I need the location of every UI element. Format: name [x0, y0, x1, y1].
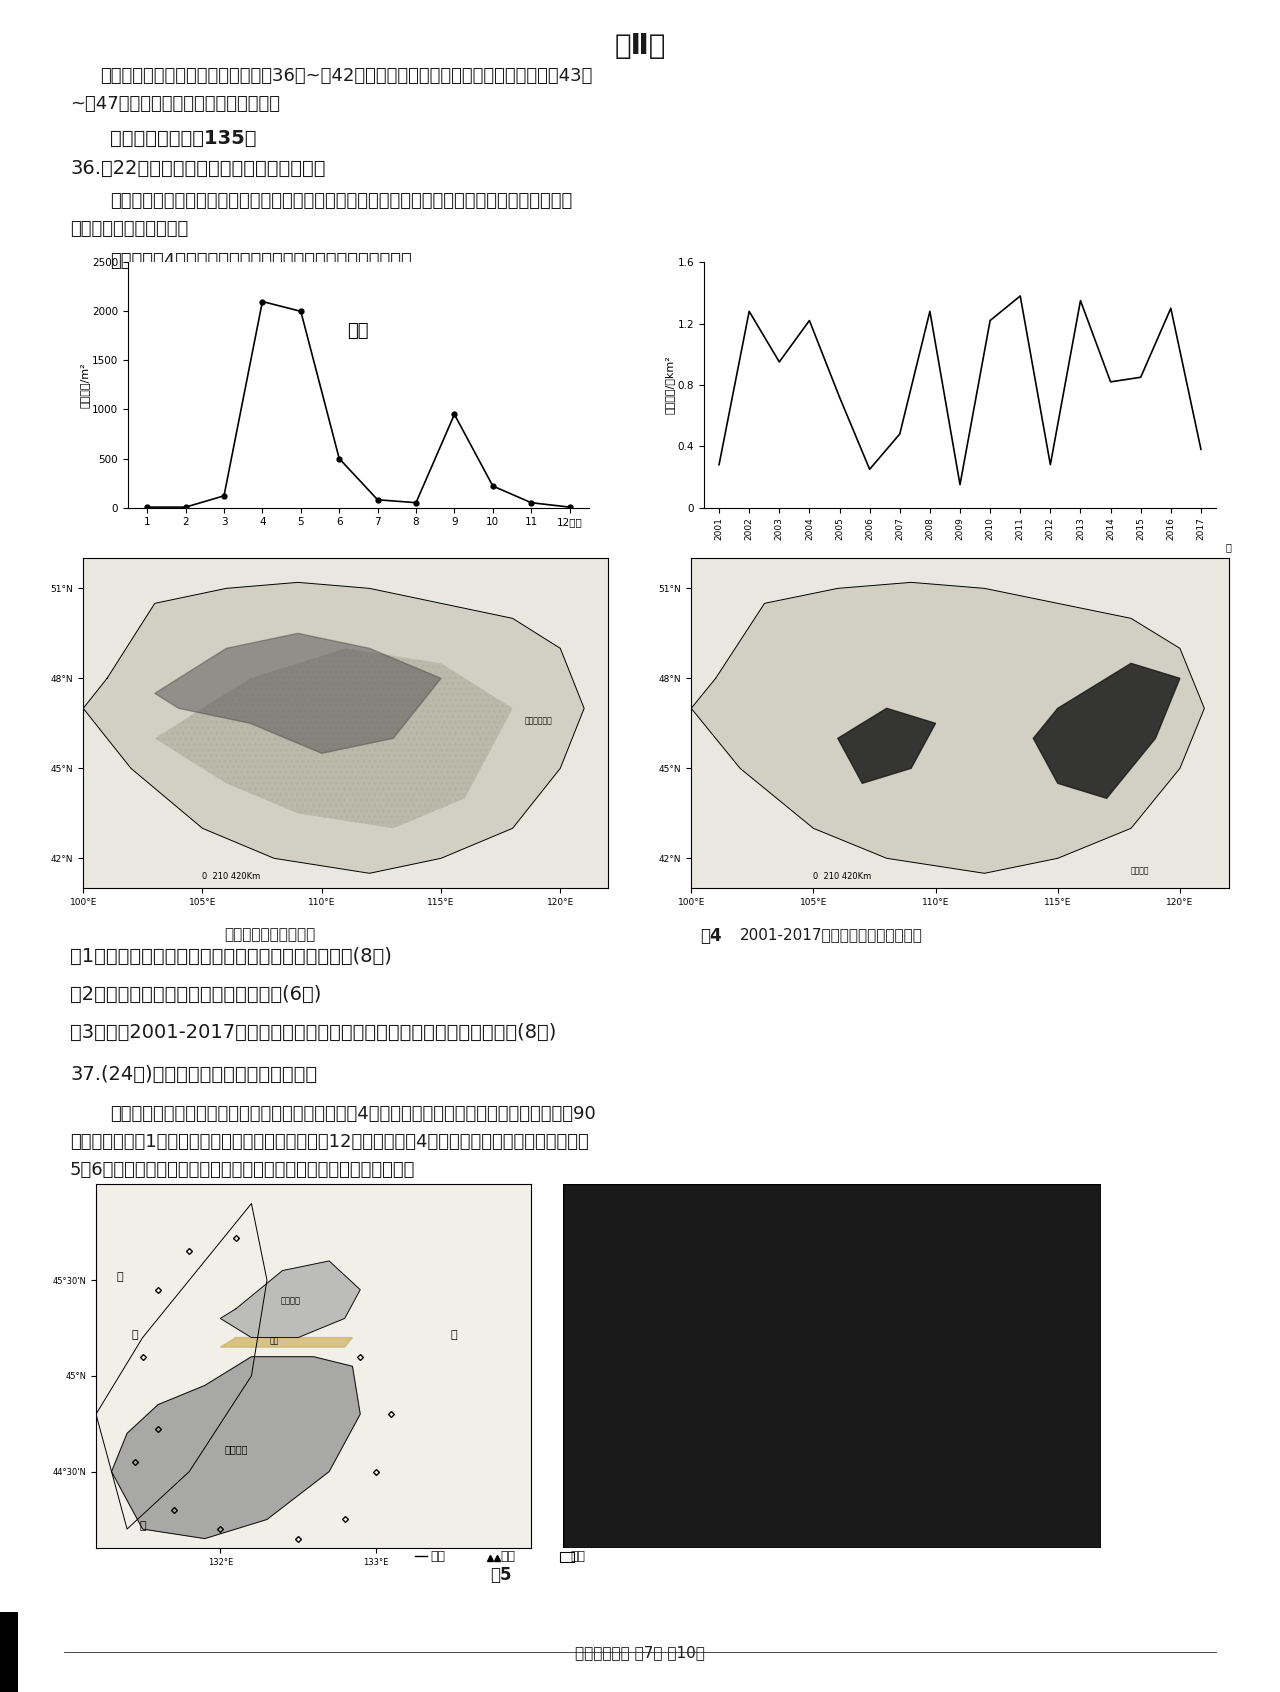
Polygon shape	[155, 648, 512, 829]
Text: 高二一诊文综 第7页 全10页: 高二一诊文综 第7页 全10页	[575, 1645, 705, 1660]
Text: 山地: 山地	[500, 1550, 515, 1563]
Text: 野火次数: 野火次数	[1132, 866, 1149, 875]
Y-axis label: 过火面积/万km²: 过火面积/万km²	[664, 355, 675, 415]
Text: 5、6月份，大兴凯湖波浪滔天，含沙量最高，而小兴凯湖则温柔憂静。: 5、6月份，大兴凯湖波浪滔天，含沙量最高，而小兴凯湖则温柔憂静。	[70, 1161, 416, 1179]
Text: 河流: 河流	[430, 1550, 445, 1563]
Polygon shape	[838, 709, 936, 783]
Y-axis label: 过火面积/m²: 过火面积/m²	[79, 362, 90, 408]
Text: 图5: 图5	[490, 1567, 512, 1584]
Text: （一）必做题：八135分: （一）必做题：八135分	[110, 129, 256, 147]
Text: 大兴凯湖: 大兴凯湖	[224, 1445, 247, 1455]
Text: 中: 中	[116, 1272, 123, 1283]
Text: 年: 年	[1225, 543, 1231, 553]
Text: 朝: 朝	[140, 1521, 146, 1531]
Text: 土地覆盖类型: 土地覆盖类型	[525, 716, 552, 726]
Text: 图4: 图4	[700, 927, 722, 946]
Text: 小兴凯湖: 小兴凯湖	[280, 1296, 301, 1305]
Bar	[0, 1612, 18, 1692]
Text: 俄: 俄	[451, 1330, 457, 1340]
Text: （3）说出2001-2017年蒙古东部野火过火面积的年际变化特点并阔释原因。(8分): （3）说出2001-2017年蒙古东部野火过火面积的年际变化特点并阔释原因。(8…	[70, 1024, 557, 1042]
Polygon shape	[111, 1357, 360, 1538]
Text: （1）描述蒙古东部地区野火过火面积的季节变化特点(8分): （1）描述蒙古东部地区野火过火面积的季节变化特点(8分)	[70, 948, 392, 966]
Text: （2）推测蒙古东部野火多发的自然条件(6分): （2）推测蒙古东部野火多发的自然条件(6分)	[70, 985, 321, 1003]
Text: 本卷包括必做题和选做题两部分。第36题~第42题为必做题，每个试题考生都必须作答。第43题: 本卷包括必做题和选做题两部分。第36题~第42题为必做题，每个试题考生都必须作答…	[100, 68, 593, 85]
Polygon shape	[1033, 663, 1180, 799]
Text: 2001-2017年蒙古东部野火空间分布: 2001-2017年蒙古东部野火空间分布	[740, 927, 923, 942]
Text: 图例: 图例	[472, 1531, 488, 1545]
Text: 0  210 420Km: 0 210 420Km	[202, 873, 261, 882]
Text: 2001-2017年蒙古东部野火过火面积年际变化: 2001-2017年蒙古东部野火过火面积年际变化	[760, 843, 979, 858]
Polygon shape	[83, 582, 584, 873]
Text: 春夏: 春夏	[347, 321, 369, 340]
Text: 沙岗: 沙岗	[270, 1337, 279, 1345]
Text: 材料一：兴凯湖是我国四大淡水湖之一，平均水深约4米，由大、小兴凯湖组成，两湖由一条长约90: 材料一：兴凯湖是我国四大淡水湖之一，平均水深约4米，由大、小兴凯湖组成，两湖由一…	[110, 1105, 595, 1123]
Text: 第Ⅱ卷: 第Ⅱ卷	[614, 32, 666, 59]
Text: 湖泊: 湖泊	[570, 1550, 585, 1563]
Text: 蒙古东部地区野火过火面积年内变化: 蒙古东部地区野火过火面积年内变化	[182, 843, 328, 858]
Text: 防火工作带来极大压力。: 防火工作带来极大压力。	[70, 220, 188, 239]
Text: 36.（22分）阅读图文材料，回答下列问题。: 36.（22分）阅读图文材料，回答下列问题。	[70, 159, 325, 178]
Text: 材料一：发生在自然生态系统中的火称为野火。蒙古东部地区与中国相邻，其野火多发，这对我国: 材料一：发生在自然生态系统中的火称为野火。蒙古东部地区与中国相邻，其野火多发，这…	[110, 191, 572, 210]
Polygon shape	[220, 1338, 352, 1347]
Text: 蒙古东部土地覆盖类型: 蒙古东部土地覆盖类型	[224, 927, 316, 942]
Text: 千米，最宽处约1千米的沙岗隔开，仅雨季连通。湖汔12月开始封冻，4月中、下旬解冻。在夏季，尤其是: 千米，最宽处约1千米的沙岗隔开，仅雨季连通。湖汔12月开始封冻，4月中、下旬解冻…	[70, 1134, 589, 1151]
Text: 国: 国	[132, 1330, 138, 1340]
Polygon shape	[691, 582, 1204, 873]
Bar	[561, 1552, 573, 1562]
Text: 37.(24分)阅读图文材料，回答下列问题。: 37.(24分)阅读图文材料，回答下列问题。	[70, 1064, 317, 1085]
Polygon shape	[220, 1261, 360, 1338]
Text: 材料二：图5左图为兴凯湖位置示意图，右图为沙岗景观图。: 材料二：图5左图为兴凯湖位置示意图，右图为沙岗景观图。	[110, 1196, 401, 1215]
Polygon shape	[155, 633, 442, 753]
Text: 0  210 420Km: 0 210 420Km	[813, 873, 872, 882]
Text: ~第47题为选做题，考生根据需求作答。: ~第47题为选做题，考生根据需求作答。	[70, 95, 280, 113]
Text: 材料二：图4的四幅图分别是蒙古东部地区野火相关研究资料。: 材料二：图4的四幅图分别是蒙古东部地区野火相关研究资料。	[110, 252, 412, 271]
